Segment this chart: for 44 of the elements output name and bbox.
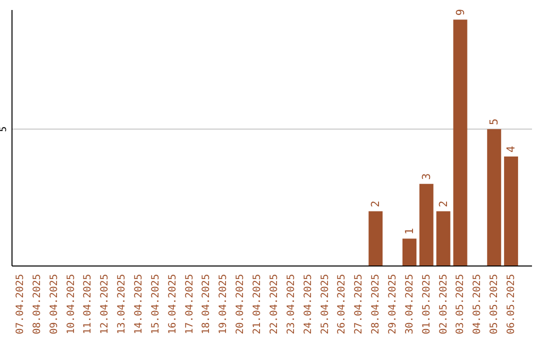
x-tick-label: 24.04.2025 [302,274,314,334]
x-tick-label: 08.04.2025 [32,274,43,334]
x-tick-label: 25.04.2025 [320,274,331,334]
x-tick-label: 01.05.2025 [421,274,432,334]
x-tick-label: 29.04.2025 [388,274,398,334]
x-tick-label: 04.05.2025 [472,274,484,334]
x-tick-label: 23.04.2025 [286,274,297,334]
x-tick-label: 19.04.2025 [218,274,230,334]
x-tick-label: 11.04.2025 [82,274,94,334]
bar [368,211,383,266]
bar [504,156,518,266]
data-label: 3 [420,173,433,180]
x-tick-label: 09.04.2025 [48,274,60,334]
x-tick-label: 18.04.2025 [201,274,212,334]
data-label: 4 [504,145,518,152]
x-tick-label: 27.04.2025 [354,274,365,334]
x-tick-label: 06.05.2025 [506,274,518,334]
data-label: 1 [402,228,416,235]
bar [402,238,416,266]
bar [487,129,502,266]
x-tick-label: 10.04.2025 [66,274,77,334]
data-label: 9 [454,8,467,16]
bar [436,211,450,266]
x-tick-label: 12.04.2025 [100,274,111,334]
x-tick-label: 16.04.2025 [167,274,178,334]
x-tick-label: 02.05.2025 [438,274,450,334]
x-tick-label: 15.04.2025 [150,274,162,334]
x-tick-label: 03.05.2025 [455,274,466,334]
x-tick-label: 26.04.2025 [336,274,348,334]
data-label: 5 [488,118,501,126]
data-label: 2 [436,200,450,208]
x-tick-label: 20.04.2025 [235,274,246,334]
data-label: 2 [369,200,382,208]
x-tick-label: 13.04.2025 [116,274,128,334]
x-tick-label: 05.05.2025 [489,274,500,334]
x-tick-label: 21.04.2025 [252,274,264,334]
bar [419,184,434,266]
bar [453,20,468,266]
x-tick-label: 07.04.2025 [14,274,26,334]
x-tick-label: 22.04.2025 [268,274,280,334]
x-tick-label: 28.04.2025 [370,274,382,334]
x-tick-label: 30.04.2025 [404,274,416,334]
x-tick-label: 17.04.2025 [184,274,196,334]
x-tick-label: 14.04.2025 [134,274,144,334]
